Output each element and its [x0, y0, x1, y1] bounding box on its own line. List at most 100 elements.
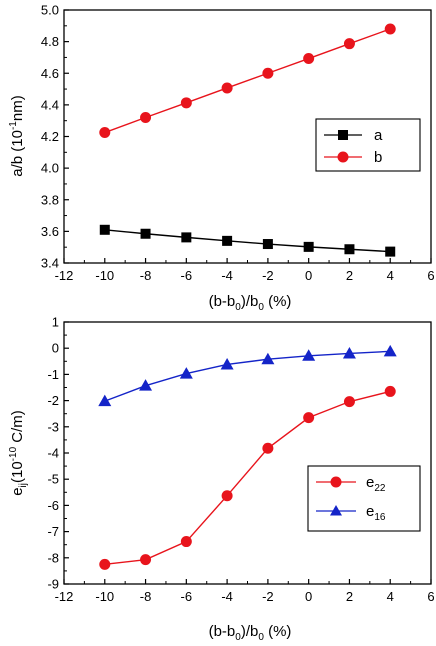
bot-x-tick-label: 4 — [387, 589, 394, 604]
bot-point-e16 — [98, 394, 112, 407]
bot-point-e22 — [99, 558, 111, 570]
top-x-tick-label: -8 — [140, 268, 152, 283]
bot-x-tick-label: 2 — [346, 589, 353, 604]
bot-point-e22 — [180, 536, 192, 548]
bot-y-tick-label: -4 — [47, 446, 59, 461]
bottom-legend-label-e22: e22 — [366, 474, 386, 494]
bot-y-tick-label: 0 — [52, 341, 59, 356]
top-point-b — [303, 53, 315, 65]
top-point-b — [384, 23, 396, 35]
bottom-legend-marker-e16 — [330, 505, 342, 516]
bottom-legend-entry-e22: e22 — [316, 474, 386, 494]
bot-y-tick-label: 1 — [52, 315, 59, 330]
bottom-chart: -12 -10 -8 -6 -4 -2 0 2 4 6-9-8-7-6-5-4-3-2-101 e… — [8, 315, 435, 644]
top-axis-ticks — [63, 9, 432, 264]
bot-point-e22 — [343, 396, 355, 408]
top-point-b — [180, 97, 192, 109]
top-y-tick-label: 4.8 — [41, 34, 59, 49]
top-x-tick-label: 0 — [305, 268, 312, 283]
bot-point-e22 — [140, 554, 152, 566]
top-y-tick-label: 4.4 — [41, 97, 59, 112]
bot-point-e22 — [221, 490, 233, 502]
bot-x-tick-label: -8 — [140, 589, 152, 604]
bot-y-tick-label: -9 — [47, 577, 59, 592]
top-x-tick-label: -2 — [262, 268, 274, 283]
top-point-a — [222, 235, 233, 246]
top-x-tick-label: -6 — [181, 268, 193, 283]
top-legend-label-a: a — [374, 127, 383, 144]
top-y-tick-label: 3.8 — [41, 192, 59, 207]
bot-point-e16 — [342, 346, 356, 359]
bot-y-tick-label: -8 — [47, 550, 59, 565]
bottom-tick-labels: -12 -10 -8 -6 -4 -2 0 2 4 6-9-8-7-6-5-4-3-2-101 — [47, 315, 434, 605]
bottom-x-axis-label: (b-b0)/b0 (%) — [209, 623, 292, 643]
top-legend: a b — [315, 118, 421, 172]
top-point-a — [385, 246, 396, 257]
bot-y-tick-label: -1 — [47, 367, 59, 382]
top-chart: -12 -10 -8 -6 -4 -2 0 2 4 6 3.4 3.6 3.8 4.0 4.2 4.4 4.6 4… — [8, 3, 435, 314]
top-point-b — [140, 112, 152, 124]
bot-y-tick-label: -6 — [47, 498, 59, 513]
top-series-line-b — [104, 28, 391, 134]
top-point-a — [140, 228, 151, 239]
top-y-axis-label: a/b (10-1nm) — [8, 95, 26, 176]
top-y-tick-label: 4.6 — [41, 66, 59, 81]
top-legend-box — [315, 118, 421, 172]
top-x-axis-label: (b-b0)/b0 (%) — [209, 293, 292, 313]
top-x-tick-label: 6 — [427, 268, 434, 283]
top-x-tick-label: -4 — [221, 268, 233, 283]
top-y-tick-label: 4.0 — [41, 161, 59, 176]
top-point-b — [262, 67, 274, 79]
bot-point-e22 — [262, 442, 274, 454]
top-series-line-a — [104, 229, 391, 253]
top-x-tick-label: 2 — [346, 268, 353, 283]
bot-y-tick-label: -5 — [47, 472, 59, 487]
bot-point-e16 — [139, 379, 153, 391]
bot-y-tick-label: -7 — [47, 524, 59, 539]
bot-y-tick-label: -3 — [47, 419, 59, 434]
top-x-tick-label: -10 — [95, 268, 114, 283]
top-x-tick-label: -12 — [55, 268, 74, 283]
top-x-tick-label: 4 — [387, 268, 394, 283]
bottom-legend-entry-e16: e16 — [316, 503, 386, 523]
bot-x-tick-label: 0 — [305, 589, 312, 604]
bot-x-tick-label: -4 — [221, 589, 233, 604]
top-legend-entry-b: b — [324, 149, 382, 166]
bottom-legend-marker-e22 — [330, 476, 342, 488]
bottom-legend-box — [307, 465, 421, 532]
bot-point-e16 — [261, 352, 275, 365]
bot-y-tick-label: -2 — [47, 393, 59, 408]
bot-series-line-e16 — [104, 350, 391, 402]
top-legend-label-b: b — [374, 149, 382, 166]
top-series — [99, 23, 396, 257]
top-y-tick-label: 4.2 — [41, 129, 59, 144]
bot-point-e16 — [220, 357, 234, 370]
bottom-y-axis-label: eij(10-10 C/m) — [8, 410, 29, 496]
top-point-a — [99, 224, 110, 235]
bot-point-e22 — [303, 412, 315, 424]
bot-x-tick-label: -6 — [181, 589, 193, 604]
bot-x-tick-label: -12 — [55, 589, 74, 604]
bottom-axis-ticks — [63, 321, 432, 585]
top-point-b — [221, 82, 233, 94]
top-point-a — [344, 244, 355, 255]
bot-x-tick-label: 6 — [427, 589, 434, 604]
bot-point-e16 — [383, 344, 397, 357]
bottom-legend: e22 e16 — [307, 465, 421, 532]
bottom-legend-label-e16: e16 — [366, 503, 386, 523]
bot-point-e16 — [179, 367, 193, 379]
top-y-tick-label: 5.0 — [41, 3, 59, 18]
top-point-a — [181, 232, 192, 243]
top-point-b — [99, 127, 111, 139]
bot-series-line-e22 — [104, 390, 391, 566]
bot-x-tick-label: -10 — [95, 589, 114, 604]
top-tick-labels: -12 -10 -8 -6 -4 -2 0 2 4 6 3.4 3.6 3.8 4.0 4.2 4.4 4.6 4… — [41, 3, 435, 284]
top-point-b — [343, 38, 355, 50]
bot-point-e16 — [302, 349, 316, 361]
top-legend-marker-b — [337, 151, 349, 163]
top-y-tick-label: 3.4 — [41, 256, 59, 271]
top-y-tick-label: 3.6 — [41, 224, 59, 239]
bot-point-e22 — [384, 385, 396, 397]
top-point-a — [303, 241, 314, 252]
